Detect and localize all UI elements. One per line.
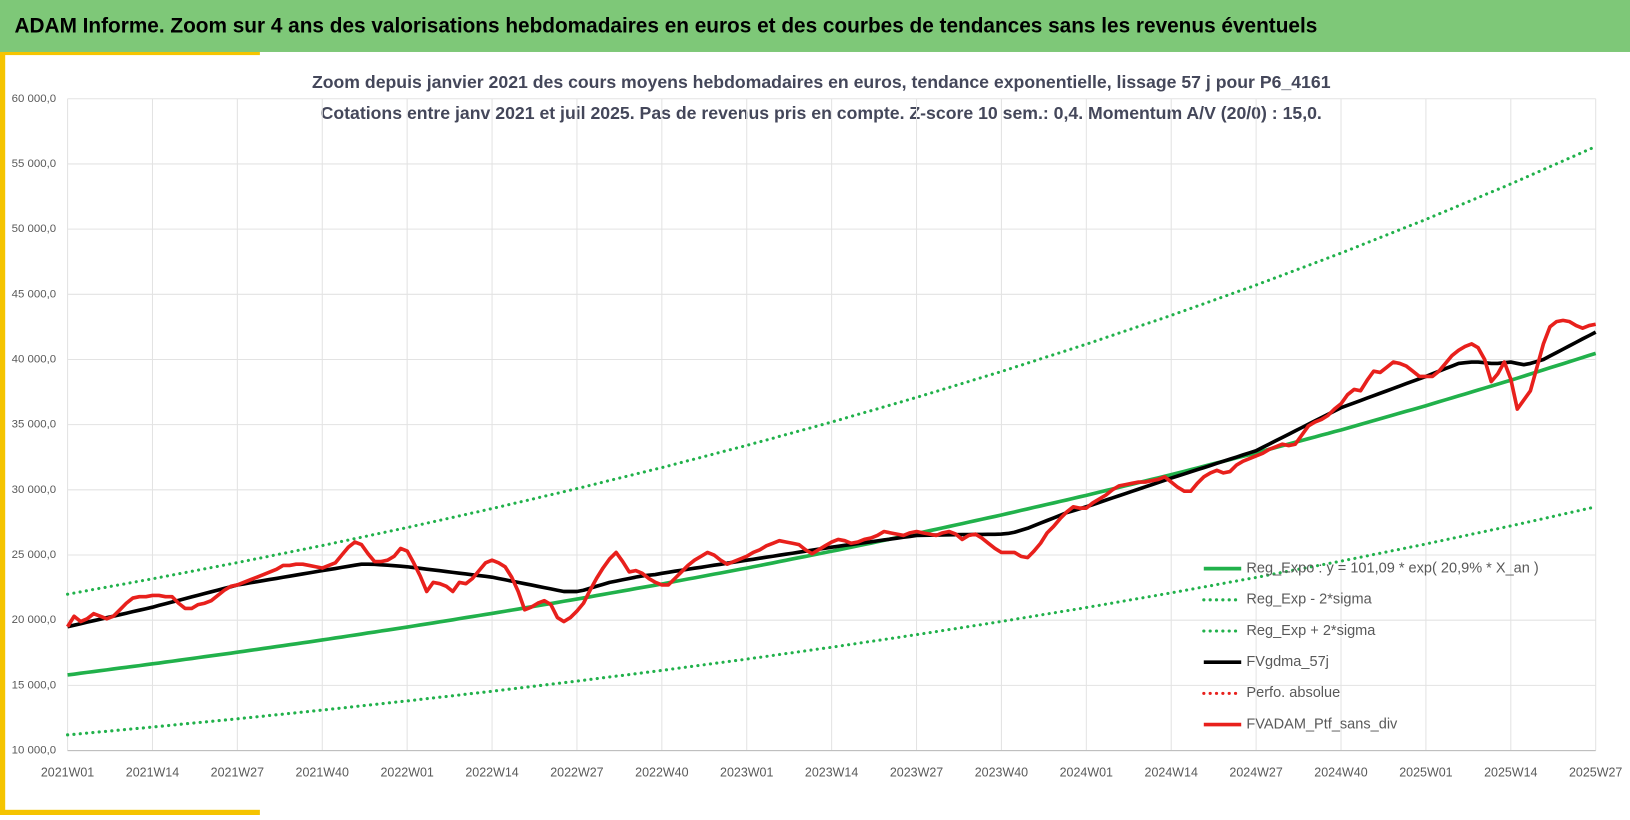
- y-tick-label: 60 000,0: [12, 93, 56, 105]
- legend-label: FVADAM_Ptf_sans_div: [1246, 716, 1398, 732]
- legend-label: Perfo. absolue: [1246, 685, 1340, 701]
- x-tick-label: 2024W27: [1229, 766, 1282, 780]
- bottom-border: [0, 809, 260, 815]
- x-tick-label: 2025W14: [1484, 766, 1537, 780]
- chart-title: Zoom depuis janvier 2021 des cours moyen…: [312, 72, 1331, 92]
- legend-label: FVgdma_57j: [1246, 654, 1328, 670]
- legend-label: Reg_Exp - 2*sigma: [1246, 592, 1372, 608]
- x-tick-label: 2022W40: [635, 766, 688, 780]
- x-tick-label: 2024W14: [1145, 766, 1198, 780]
- x-tick-label: 2022W27: [550, 766, 603, 780]
- y-tick-label: 40 000,0: [12, 353, 56, 365]
- y-tick-label: 35 000,0: [12, 419, 56, 431]
- top-border: [0, 49, 260, 56]
- legend-label: Reg_Expo : y = 101,09 * exp( 20,9% * X_a…: [1246, 560, 1538, 576]
- y-tick-label: 50 000,0: [12, 223, 56, 235]
- x-tick-label: 2023W27: [890, 766, 943, 780]
- series-line: [67, 330, 1597, 629]
- series-line: [66, 505, 1598, 737]
- y-tick-label: 55 000,0: [12, 158, 56, 170]
- x-tick-label: 2024W40: [1314, 766, 1367, 780]
- y-tick-label: 30 000,0: [12, 484, 56, 496]
- x-tick-label: 2025W01: [1399, 766, 1452, 780]
- series-line: [67, 351, 1597, 677]
- series-line: [66, 318, 1597, 628]
- header-bar: [0, 0, 1630, 52]
- x-tick-label: 2021W27: [211, 766, 264, 780]
- y-tick-label: 25 000,0: [12, 549, 56, 561]
- header-title: ADAM Informe. Zoom sur 4 ans des valoris…: [15, 15, 1318, 38]
- x-tick-label: 2023W14: [805, 766, 858, 780]
- y-tick-label: 10 000,0: [12, 745, 56, 757]
- x-tick-label: 2022W14: [465, 766, 518, 780]
- series-line: [66, 145, 1598, 596]
- x-tick-label: 2021W14: [126, 766, 179, 780]
- x-tick-label: 2022W01: [380, 766, 433, 780]
- y-tick-label: 15 000,0: [12, 679, 56, 691]
- x-tick-label: 2024W01: [1060, 766, 1113, 780]
- x-tick-label: 2023W01: [720, 766, 773, 780]
- chart-subtitle: Cotations entre janv 2021 et juil 2025. …: [321, 103, 1322, 123]
- x-tick-label: 2021W01: [41, 766, 94, 780]
- x-tick-label: 2021W40: [296, 766, 349, 780]
- y-tick-label: 20 000,0: [12, 614, 56, 626]
- y-tick-label: 45 000,0: [12, 288, 56, 300]
- x-tick-label: 2025W27: [1569, 766, 1622, 780]
- x-tick-label: 2023W40: [975, 766, 1028, 780]
- legend-label: Reg_Exp + 2*sigma: [1246, 623, 1376, 639]
- left-border: [0, 49, 6, 816]
